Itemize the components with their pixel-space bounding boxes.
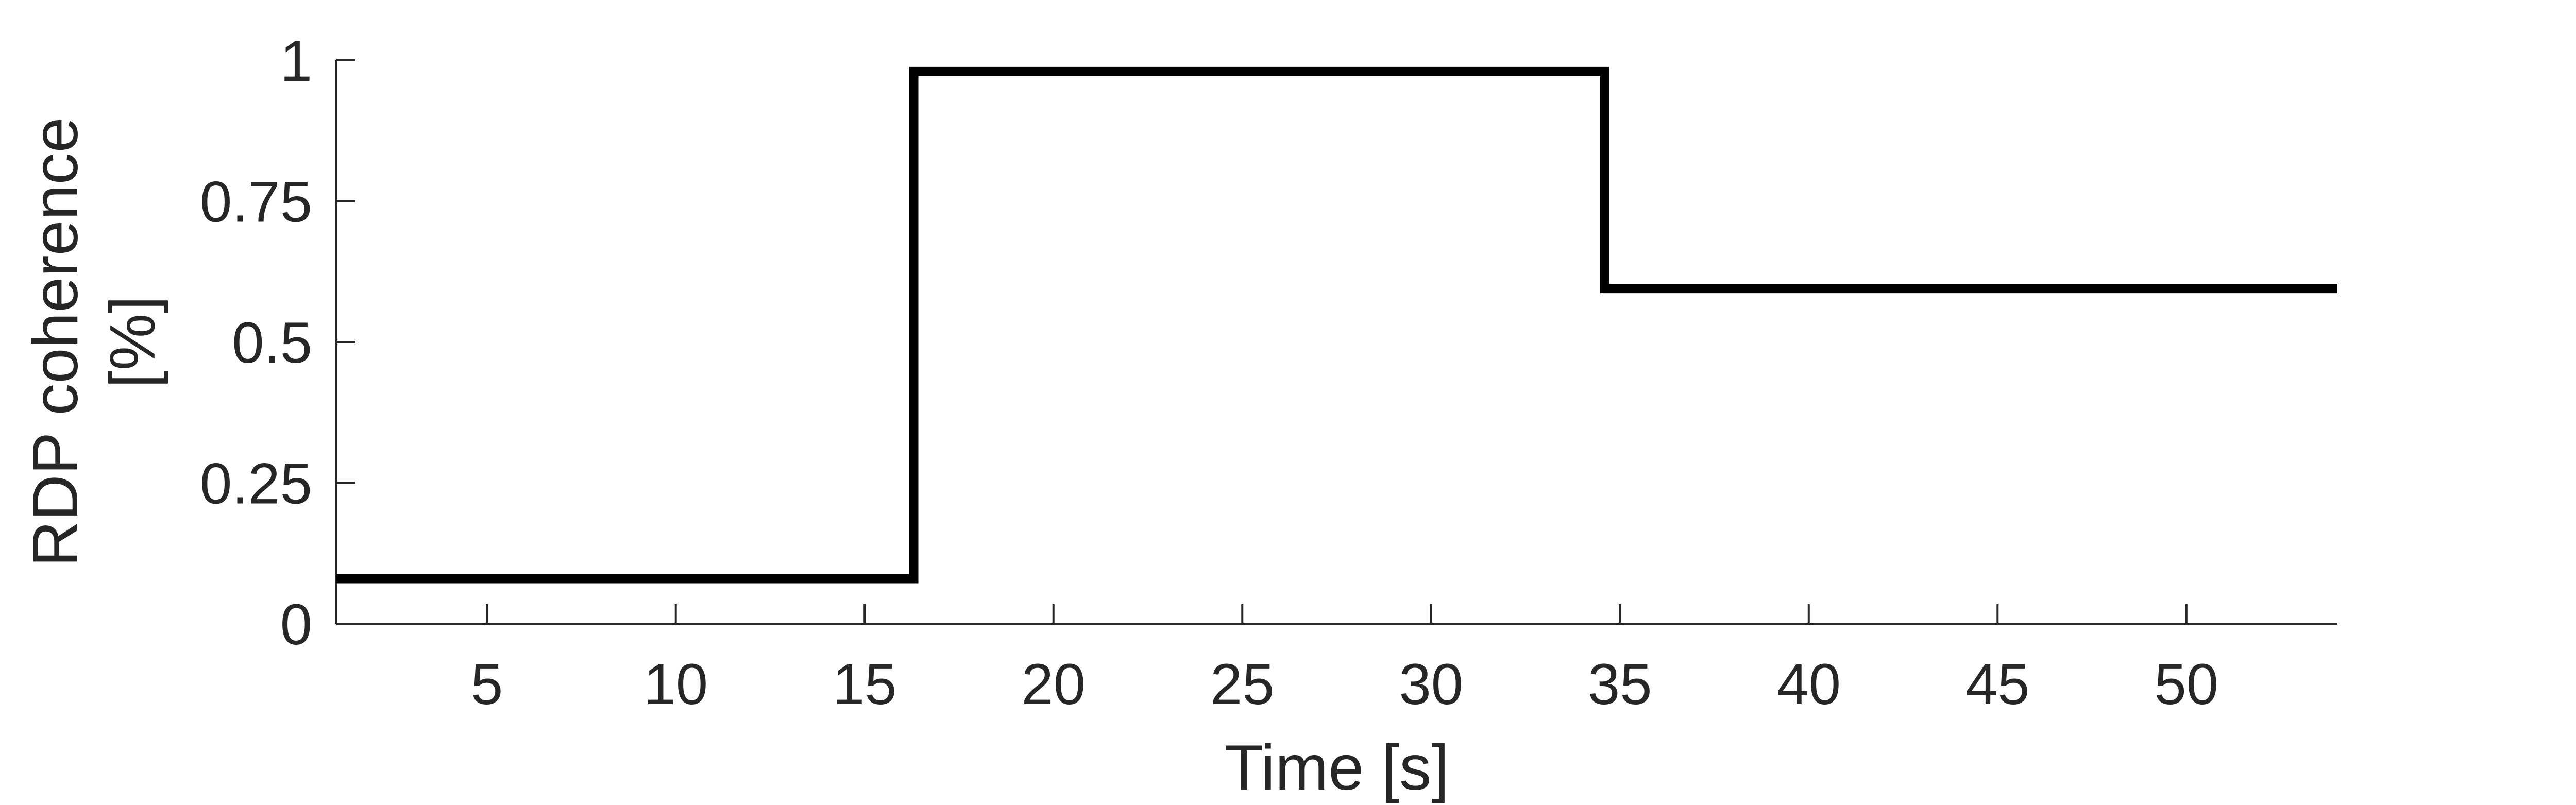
x-axis: 5 10 15 20 25 30 35 40 45 50 bbox=[336, 604, 2337, 716]
x-axis-title: Time [s] bbox=[1224, 732, 1449, 803]
y-tick-label: 1 bbox=[280, 29, 312, 93]
y-tick-label: 0.5 bbox=[232, 311, 312, 375]
plot-series bbox=[336, 66, 2337, 584]
y-axis: 0 0.25 0.5 0.75 1 bbox=[200, 29, 355, 657]
x-tick-label: 15 bbox=[833, 652, 897, 716]
x-ticks: 5 10 15 20 25 30 35 40 45 50 bbox=[471, 604, 2218, 716]
x-tick-label: 20 bbox=[1021, 652, 1086, 716]
x-tick-label: 45 bbox=[1965, 652, 2030, 716]
x-tick-label: 5 bbox=[471, 652, 503, 716]
x-tick-label: 40 bbox=[1776, 652, 1841, 716]
y-tick-label: 0.75 bbox=[200, 170, 312, 234]
x-tick-label: 25 bbox=[1210, 652, 1275, 716]
x-tick-label: 50 bbox=[2155, 652, 2219, 716]
x-tick-label: 10 bbox=[643, 652, 708, 716]
x-tick-label: 35 bbox=[1588, 652, 1652, 716]
x-tick-label: 30 bbox=[1399, 652, 1463, 716]
y-tick-label: 0 bbox=[280, 592, 312, 657]
y-ticks: 0 0.25 0.5 0.75 1 bbox=[200, 29, 355, 657]
y-axis-title-line-1: RDP coherence bbox=[20, 117, 91, 567]
series-line bbox=[336, 66, 2337, 584]
y-tick-label: 0.25 bbox=[200, 452, 312, 516]
y-axis-title-line-2: [%] bbox=[97, 296, 168, 388]
